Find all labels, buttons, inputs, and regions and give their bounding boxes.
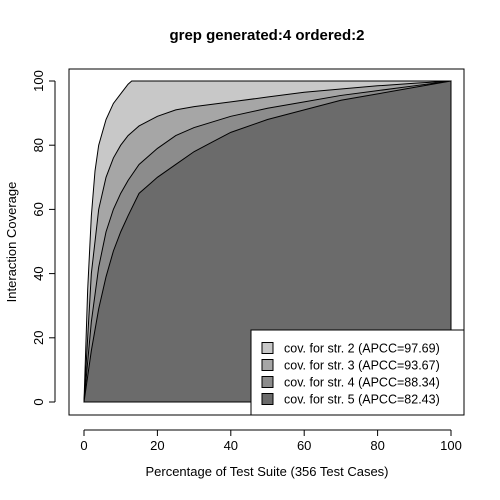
y-tick-label: 20: [31, 331, 46, 345]
x-axis-label: Percentage of Test Suite (356 Test Cases…: [145, 464, 388, 479]
axes: 0 20 40 60 80 100 0 20 40 60 80 100: [31, 70, 462, 453]
y-tick-label: 60: [31, 202, 46, 216]
x-tick-label: 20: [150, 438, 164, 453]
legend-box: [250, 329, 465, 416]
legend-swatch: [261, 393, 274, 405]
legend-swatch: [261, 342, 274, 354]
y-tick-label: 40: [31, 266, 46, 280]
legend: cov. for str. 2 (APCC=97.69) cov. for str…: [250, 329, 465, 416]
series-area-4: [83, 80, 452, 403]
x-tick-label: 60: [297, 438, 311, 453]
y-tick-label: 80: [31, 138, 46, 152]
legend-entry-label: cov. for str. 3 (APCC=93.67): [284, 359, 440, 373]
legend-entry-label: cov. for str. 2 (APCC=97.69): [284, 342, 440, 356]
legend-swatch: [261, 359, 274, 371]
x-tick-label: 0: [80, 438, 87, 453]
plot-areas: [83, 80, 452, 403]
y-axis-label: Interaction Coverage: [4, 182, 19, 303]
y-tick-label: 100: [31, 70, 46, 92]
x-tick-label: 100: [440, 438, 462, 453]
x-tick-label: 40: [224, 438, 238, 453]
chart-title: grep generated:4 ordered:2: [169, 27, 364, 44]
legend-entry-label: cov. for str. 5 (APCC=82.43): [284, 393, 440, 407]
legend-entry-label: cov. for str. 4 (APCC=88.34): [284, 376, 440, 390]
legend-swatch: [261, 376, 274, 388]
y-tick-label: 0: [31, 398, 46, 405]
x-tick-label: 80: [370, 438, 384, 453]
